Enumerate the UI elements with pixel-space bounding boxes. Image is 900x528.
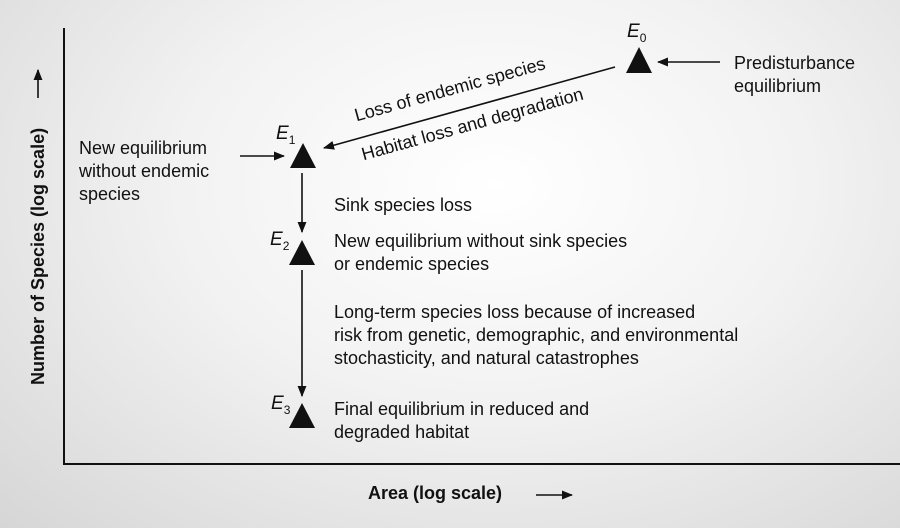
e3-label: E3 [271,393,291,417]
e2-triangle [289,240,315,265]
e3-triangle [289,403,315,428]
sink-loss-label: Sink species loss [334,195,473,215]
e0-label: E0 [627,21,647,45]
new-eq-no-endemic-label: New equilibrium without endemic species [79,138,210,204]
e1-triangle [290,143,316,168]
e1-label: E1 [276,123,296,147]
long-term-loss-label: Long-term species loss because of increa… [334,302,739,368]
predisturbance-label: Predisturbance equilibrium [734,53,856,96]
e0-triangle [626,47,652,73]
final-eq-label: Final equilibrium in reduced and degrade… [334,399,590,442]
e2-label: E2 [270,229,290,253]
y-axis-label: Number of Species (log scale) [28,127,48,385]
x-axis-label: Area (log scale) [368,483,503,503]
new-eq-no-sink-label: New equilibrium without sink species or … [334,231,628,274]
e0-to-e1-arrow [322,66,616,150]
